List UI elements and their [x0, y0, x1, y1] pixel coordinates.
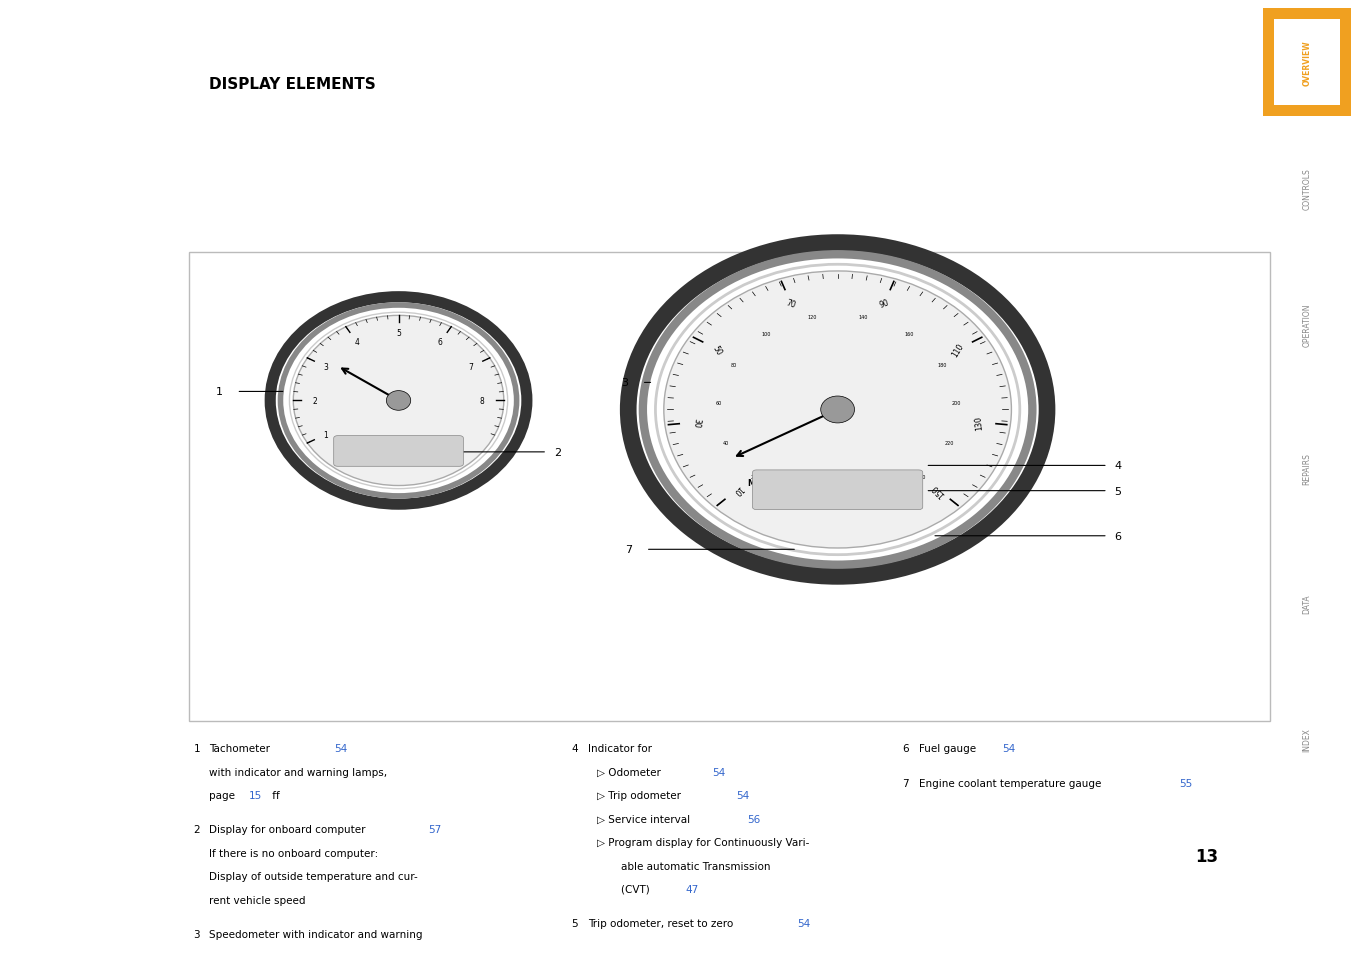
Text: 6: 6: [902, 743, 909, 754]
Text: with indicator and warning lamps,: with indicator and warning lamps,: [209, 767, 388, 777]
Text: 3: 3: [324, 363, 328, 372]
Text: DATA: DATA: [1302, 594, 1312, 614]
Text: ▷ Service interval: ▷ Service interval: [597, 814, 697, 823]
Text: 47: 47: [685, 884, 698, 894]
Text: page: page: [209, 790, 239, 801]
Text: CONTROLS: CONTROLS: [1302, 169, 1312, 210]
Text: 4: 4: [571, 743, 578, 754]
Bar: [1274, 20, 1340, 107]
Ellipse shape: [820, 396, 855, 423]
Text: Tachometer: Tachometer: [209, 743, 277, 754]
Text: 90: 90: [878, 297, 890, 310]
Text: 60: 60: [716, 401, 723, 406]
Text: able automatic Transmission: able automatic Transmission: [621, 861, 771, 871]
Text: 1: 1: [324, 431, 328, 439]
Text: 3: 3: [621, 378, 628, 388]
Text: REPAIRS: REPAIRS: [1302, 453, 1312, 484]
Text: Indicator for: Indicator for: [588, 743, 651, 754]
Text: 5: 5: [1115, 486, 1121, 497]
Text: (CVT): (CVT): [621, 884, 657, 894]
Text: 200: 200: [951, 401, 961, 406]
Text: 2: 2: [312, 396, 317, 406]
Text: 30: 30: [692, 417, 701, 428]
Text: ▷ Program display for Continuously Vari-: ▷ Program display for Continuously Vari-: [597, 837, 809, 847]
Text: 160: 160: [904, 332, 913, 336]
Text: 54: 54: [736, 790, 750, 801]
Text: Engine coolant temperature gauge: Engine coolant temperature gauge: [919, 778, 1108, 788]
Text: 7: 7: [626, 545, 632, 555]
Text: 6: 6: [1115, 531, 1121, 541]
Text: 20: 20: [750, 475, 757, 479]
Text: ▷ Odometer: ▷ Odometer: [597, 767, 667, 777]
Text: 150: 150: [929, 481, 946, 498]
Text: 110: 110: [950, 341, 966, 358]
Text: 50: 50: [711, 343, 724, 356]
Text: 2: 2: [554, 447, 561, 457]
Text: 56: 56: [747, 814, 761, 823]
Text: 54: 54: [797, 919, 811, 928]
Text: Display of outside temperature and cur-: Display of outside temperature and cur-: [209, 871, 419, 882]
Text: INDEX: INDEX: [1302, 727, 1312, 751]
Text: 180: 180: [938, 362, 947, 367]
Text: 130: 130: [973, 415, 984, 431]
Text: 7: 7: [469, 363, 473, 372]
Text: OVERVIEW: OVERVIEW: [1302, 40, 1312, 86]
Ellipse shape: [386, 392, 411, 411]
Bar: [1263, 9, 1351, 117]
Text: 13: 13: [1196, 847, 1219, 865]
Text: 6: 6: [438, 338, 443, 347]
Text: 8: 8: [480, 396, 485, 406]
Text: 54: 54: [712, 767, 725, 777]
Text: If there is no onboard computer:: If there is no onboard computer:: [209, 848, 378, 858]
Text: 4: 4: [1115, 461, 1121, 471]
Text: 100: 100: [762, 332, 771, 336]
Text: ff: ff: [269, 790, 280, 801]
Text: 70: 70: [785, 297, 797, 310]
Ellipse shape: [293, 316, 504, 486]
FancyBboxPatch shape: [753, 471, 923, 510]
Text: 54: 54: [1002, 743, 1016, 754]
Text: DISPLAY ELEMENTS: DISPLAY ELEMENTS: [209, 76, 376, 91]
Text: 40: 40: [723, 440, 730, 446]
Text: 2: 2: [193, 824, 200, 835]
Text: 140: 140: [858, 315, 867, 320]
Text: x1000
RPM: x1000 RPM: [370, 451, 386, 461]
Bar: [189, 253, 1270, 721]
Text: 3: 3: [193, 929, 200, 939]
Text: rent vehicle speed: rent vehicle speed: [209, 895, 305, 904]
Text: 5: 5: [571, 919, 578, 928]
Text: Trip odometer, reset to zero: Trip odometer, reset to zero: [588, 919, 739, 928]
Text: 240: 240: [917, 475, 927, 479]
Text: OPERATION: OPERATION: [1302, 303, 1312, 346]
Text: MPH km/h: MPH km/h: [748, 477, 792, 487]
Text: 5: 5: [396, 329, 401, 338]
Text: 54: 54: [334, 743, 347, 754]
Text: 57: 57: [428, 824, 442, 835]
Text: 80: 80: [730, 362, 736, 367]
Text: ▷ Trip odometer: ▷ Trip odometer: [597, 790, 688, 801]
Text: 220: 220: [944, 440, 954, 446]
Text: Display for onboard computer: Display for onboard computer: [209, 824, 373, 835]
Text: 55: 55: [1179, 778, 1193, 788]
Text: 1: 1: [216, 387, 223, 397]
Text: 10: 10: [731, 483, 744, 497]
Text: 15: 15: [249, 790, 262, 801]
Text: 4: 4: [354, 338, 359, 347]
Text: 1: 1: [193, 743, 200, 754]
Text: 120: 120: [808, 315, 817, 320]
Ellipse shape: [663, 272, 1012, 548]
Text: Fuel gauge: Fuel gauge: [919, 743, 982, 754]
Text: 7: 7: [902, 778, 909, 788]
Text: Speedometer with indicator and warning: Speedometer with indicator and warning: [209, 929, 423, 939]
FancyBboxPatch shape: [334, 436, 463, 467]
